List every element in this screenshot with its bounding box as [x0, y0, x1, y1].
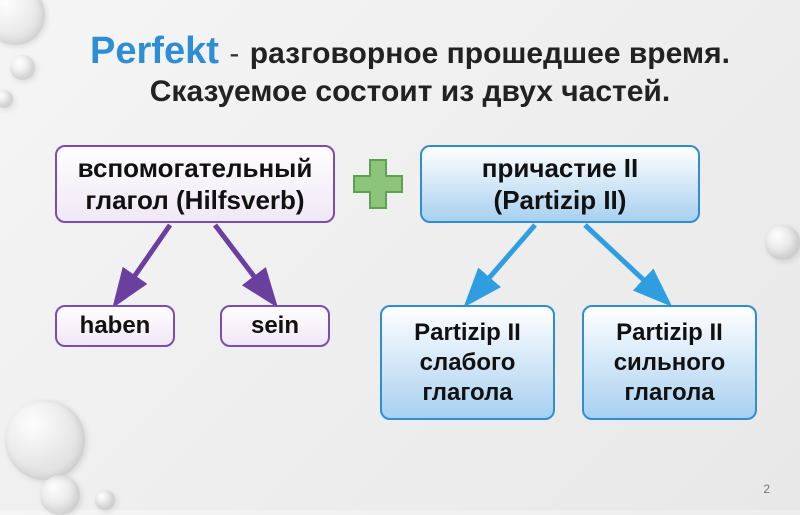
- hilfsverb-line1: вспомогательный: [78, 152, 313, 185]
- slide-title: Perfekt - разговорное прошедшее время. С…: [60, 30, 760, 109]
- weak-line2: слабого: [420, 348, 516, 378]
- box-sein: sein: [220, 305, 330, 347]
- bubble-1: [0, 0, 45, 45]
- hilfsverb-line2: глагол (Hilfsverb): [85, 184, 304, 217]
- haben-label: haben: [80, 311, 151, 341]
- subtitle: Сказуемое состоит из двух частей.: [60, 75, 760, 109]
- bubble-7: [765, 225, 800, 260]
- plus-icon: [352, 158, 404, 210]
- weak-line1: Partizip II: [414, 318, 521, 348]
- bubble-4: [5, 400, 85, 480]
- bubble-5: [40, 475, 80, 515]
- box-weak: Partizip II слабого глагола: [380, 305, 555, 420]
- box-haben: haben: [55, 305, 175, 347]
- strong-line2: сильного: [614, 348, 726, 378]
- partizip-line1: причастие II: [482, 152, 638, 185]
- box-hilfsverb: вспомогательный глагол (Hilfsverb): [55, 145, 335, 223]
- bubble-3: [0, 90, 13, 108]
- partizip-line2: (Partizip II): [494, 184, 627, 217]
- strong-line3: глагола: [624, 378, 714, 408]
- box-partizip: причастие II (Partizip II): [420, 145, 700, 223]
- sein-label: sein: [251, 311, 299, 341]
- title-dash: -: [229, 37, 239, 70]
- bubble-2: [10, 55, 35, 80]
- title-description: разговорное прошедшее время.: [250, 37, 730, 70]
- weak-line3: глагола: [422, 378, 512, 408]
- title-keyword: Perfekt: [90, 30, 219, 72]
- bubble-6: [95, 490, 115, 510]
- strong-line1: Partizip II: [616, 318, 723, 348]
- page-number: 2: [763, 482, 770, 496]
- box-strong: Partizip II сильного глагола: [582, 305, 757, 420]
